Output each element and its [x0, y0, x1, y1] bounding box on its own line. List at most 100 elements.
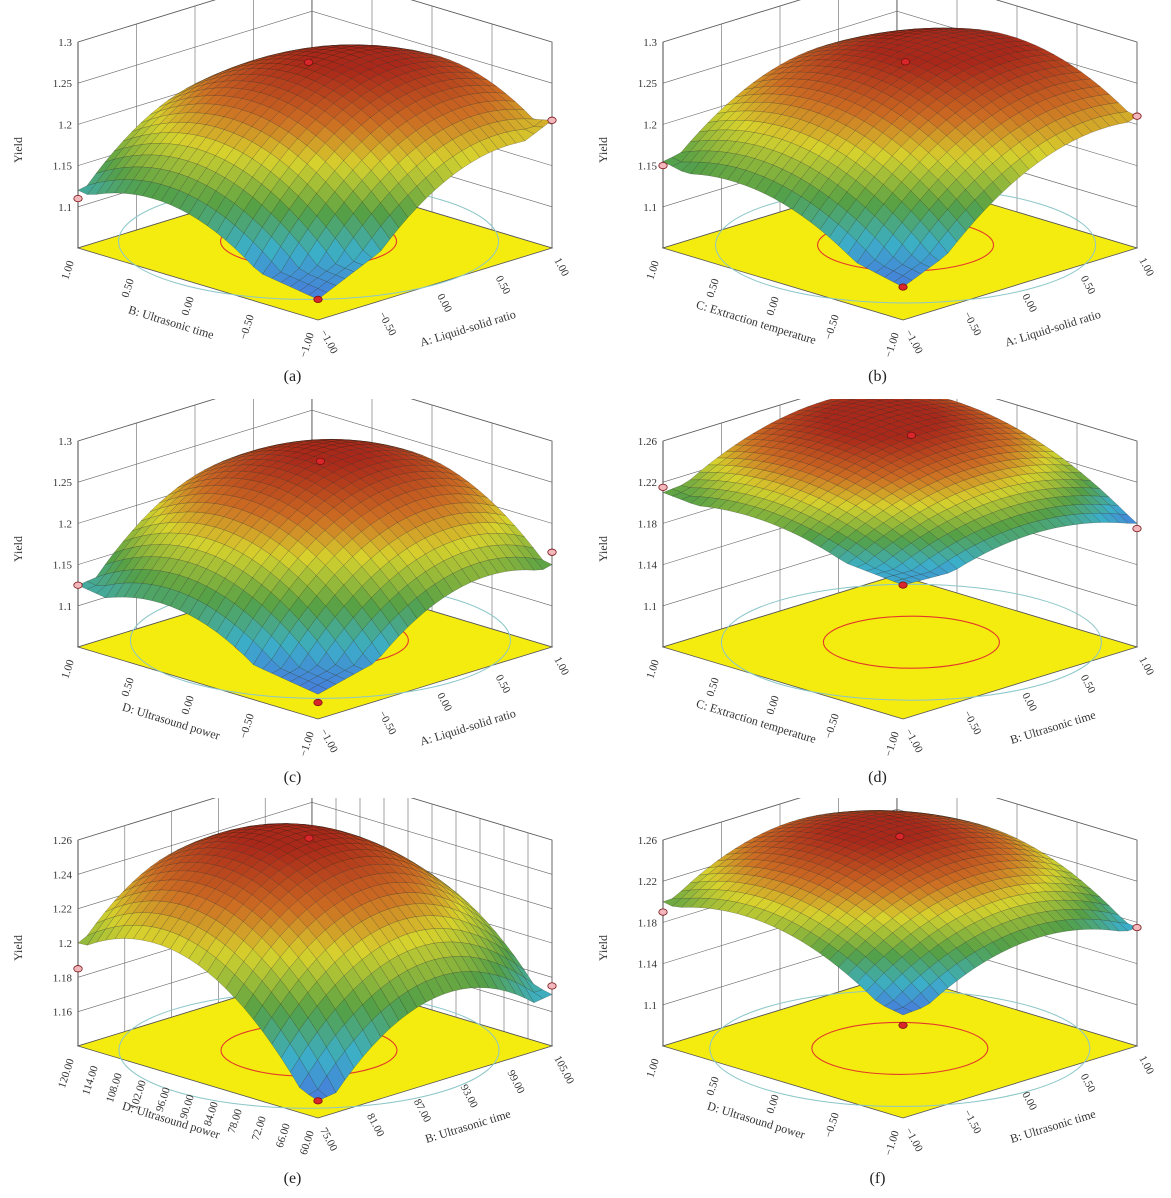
z-tick-label: 1.1: [643, 601, 657, 613]
contour-line-inner: [822, 615, 1000, 669]
right-axis-tick-label: 1.00: [1136, 256, 1156, 279]
z-axis-title: Yield: [596, 536, 610, 562]
surface-plot-svg: 1.11.151.21.251.31.000.500.00−0.50−1.00−…: [596, 0, 1156, 359]
right-axis-tick-label: 1.00: [1136, 1054, 1156, 1077]
right-axis-tick-label: −1.00: [902, 1126, 925, 1155]
left-axis-tick-label: 0.50: [704, 676, 722, 698]
left-axis-tick-label: 1.00: [644, 658, 662, 680]
right-axis-tick-label: 105.00: [551, 1054, 576, 1087]
z-tick-label: 1.2: [643, 119, 657, 131]
panel-caption: (a): [283, 368, 302, 385]
z-gridline: [77, 409, 553, 483]
surface-plot-svg: 1.1 1.14 1.18 1.22 1.26 1.00 0.50 0.00 −0.50 −1.0…: [596, 399, 1156, 758]
left-axis-title: D: Ultrasound power: [706, 1099, 807, 1142]
z-axis-title: Yield: [11, 536, 25, 562]
surface-plot-c: 1.1 1.15 1.2 1.25 1.3 1.00 0.50 0.00 −0.50 −1.00−…: [0, 399, 585, 798]
design-point-marker: [547, 982, 557, 990]
right-axis-title: A: Liquid-solid ratio: [418, 307, 517, 349]
z-tick-label: 1.18: [53, 972, 73, 984]
z-tick-label: 1.1: [643, 202, 657, 214]
left-axis-tick-label: −0.50: [238, 712, 257, 740]
right-axis-title: B: Ultrasonic time: [1008, 708, 1097, 747]
z-gridline: [77, 399, 553, 442]
left-axis-tick-label: −1.00: [298, 331, 317, 359]
right-axis-tick-label: −1.50: [961, 1108, 984, 1137]
right-axis-tick-label: 0.00: [434, 292, 454, 315]
right-axis-tick-label: −0.50: [961, 709, 984, 738]
left-axis-tick-label: 0.00: [764, 295, 782, 317]
right-axis-tick-label: 0.00: [1019, 292, 1039, 315]
response-surface: [662, 27, 1138, 288]
surface-plot-svg: 1.1 1.14 1.18 1.22 1.26 1.00 0.50 0.00 −0.50 −1.0…: [596, 798, 1156, 1157]
right-axis-tick-label: 0.50: [493, 673, 513, 696]
design-point-marker: [658, 162, 668, 170]
surface-plot-svg: 1.11.151.21.251.31.000.500.00−0.50−1.00−…: [11, 399, 571, 758]
right-axis-tick-label: −1.00: [902, 328, 925, 357]
right-axis-tick-label: 0.00: [1019, 1090, 1039, 1113]
z-tick-label: 1.3: [58, 37, 72, 49]
z-tick-label: 1.26: [638, 436, 658, 448]
design-point-marker: [73, 194, 83, 203]
design-point-marker: [315, 457, 325, 465]
surface-facet: [308, 1089, 328, 1101]
left-axis-tick-label: 0.50: [704, 1075, 722, 1097]
right-axis-tick-label: −0.50: [376, 709, 399, 738]
design-point-marker: [898, 283, 908, 291]
z-gridline: [77, 0, 553, 43]
left-axis-tick-label: 0.50: [704, 277, 722, 299]
design-point-marker: [313, 295, 323, 303]
design-point-marker: [898, 1021, 908, 1029]
surface-facet: [893, 1007, 913, 1016]
z-tick-label: 1.25: [638, 78, 658, 90]
right-axis-tick-label: 0.00: [1019, 691, 1039, 714]
design-point-marker: [898, 581, 908, 589]
surface-plot-e: 1.16 1.18 1.2 1.22 1.24 1.26 120.00 114.00 108.0…: [0, 798, 585, 1197]
z-tick-label: 1.18: [638, 917, 658, 929]
surface-facet: [893, 275, 913, 288]
right-axis-tick-label: −0.50: [961, 310, 984, 339]
surface-plot-svg: 1.11.151.21.251.31.000.500.00−0.50−1.00−…: [11, 0, 571, 359]
left-axis-tick-label: −0.50: [823, 712, 842, 740]
z-tick-label: 1.3: [58, 436, 72, 448]
right-axis-tick-label: −1.00: [902, 727, 925, 756]
z-tick-label: 1.2: [58, 518, 72, 530]
right-axis-tick-label: 0.50: [1078, 673, 1098, 696]
z-tick-label: 1.22: [53, 904, 72, 916]
left-axis-tick-label: 120.00: [56, 1057, 77, 1090]
right-axis-title: B: Ultrasonic time: [423, 1107, 512, 1146]
z-tick-label: 1.2: [58, 938, 72, 950]
z-gridline: [77, 802, 553, 875]
response-surface: [77, 439, 553, 695]
z-tick-label: 1.1: [58, 202, 72, 214]
z-tick-label: 1.24: [53, 869, 73, 881]
left-axis-tick-label: −1.00: [298, 730, 317, 758]
surface-plot-a: 1.1 1.15 1.2 1.25 1.3 1.00 0.50 0.00 −0.50 −1.00−…: [0, 0, 585, 399]
design-point-marker: [906, 431, 916, 439]
left-axis-title: D: Ultrasound power: [121, 700, 222, 743]
z-tick-label: 1.14: [638, 959, 658, 971]
design-point-marker: [313, 698, 323, 707]
left-axis-tick-label: 0.00: [764, 1093, 782, 1115]
z-tick-label: 1.26: [53, 835, 73, 847]
z-gridline: [662, 0, 1138, 43]
z-tick-label: 1.1: [58, 601, 72, 613]
design-point-marker: [895, 832, 905, 841]
left-axis-tick-label: 114.00: [80, 1064, 101, 1097]
design-point-marker: [303, 58, 314, 66]
z-tick-label: 1.25: [53, 477, 73, 489]
design-point-marker: [1132, 923, 1142, 932]
z-axis-title: Yield: [11, 935, 25, 961]
right-axis-tick-label: 93.00: [458, 1083, 480, 1111]
panel-caption: (b): [868, 368, 887, 385]
right-axis-tick-label: 1.00: [1136, 655, 1156, 678]
left-axis-tick-label: 0.00: [764, 694, 782, 716]
right-axis-tick-label: 99.00: [505, 1068, 527, 1096]
left-axis-tick-label: −0.50: [823, 1111, 842, 1139]
panel-caption: (e): [283, 1170, 302, 1187]
left-axis-tick-label: −1.00: [883, 1129, 902, 1157]
design-point-marker: [1132, 524, 1142, 533]
left-axis-tick-label: 0.50: [119, 676, 137, 698]
surface-facet: [308, 288, 328, 300]
z-tick-label: 1.3: [643, 37, 657, 49]
surface-plot-f: 1.1 1.14 1.18 1.22 1.26 1.00 0.50 0.00 −0.50 −1.0…: [585, 798, 1170, 1197]
